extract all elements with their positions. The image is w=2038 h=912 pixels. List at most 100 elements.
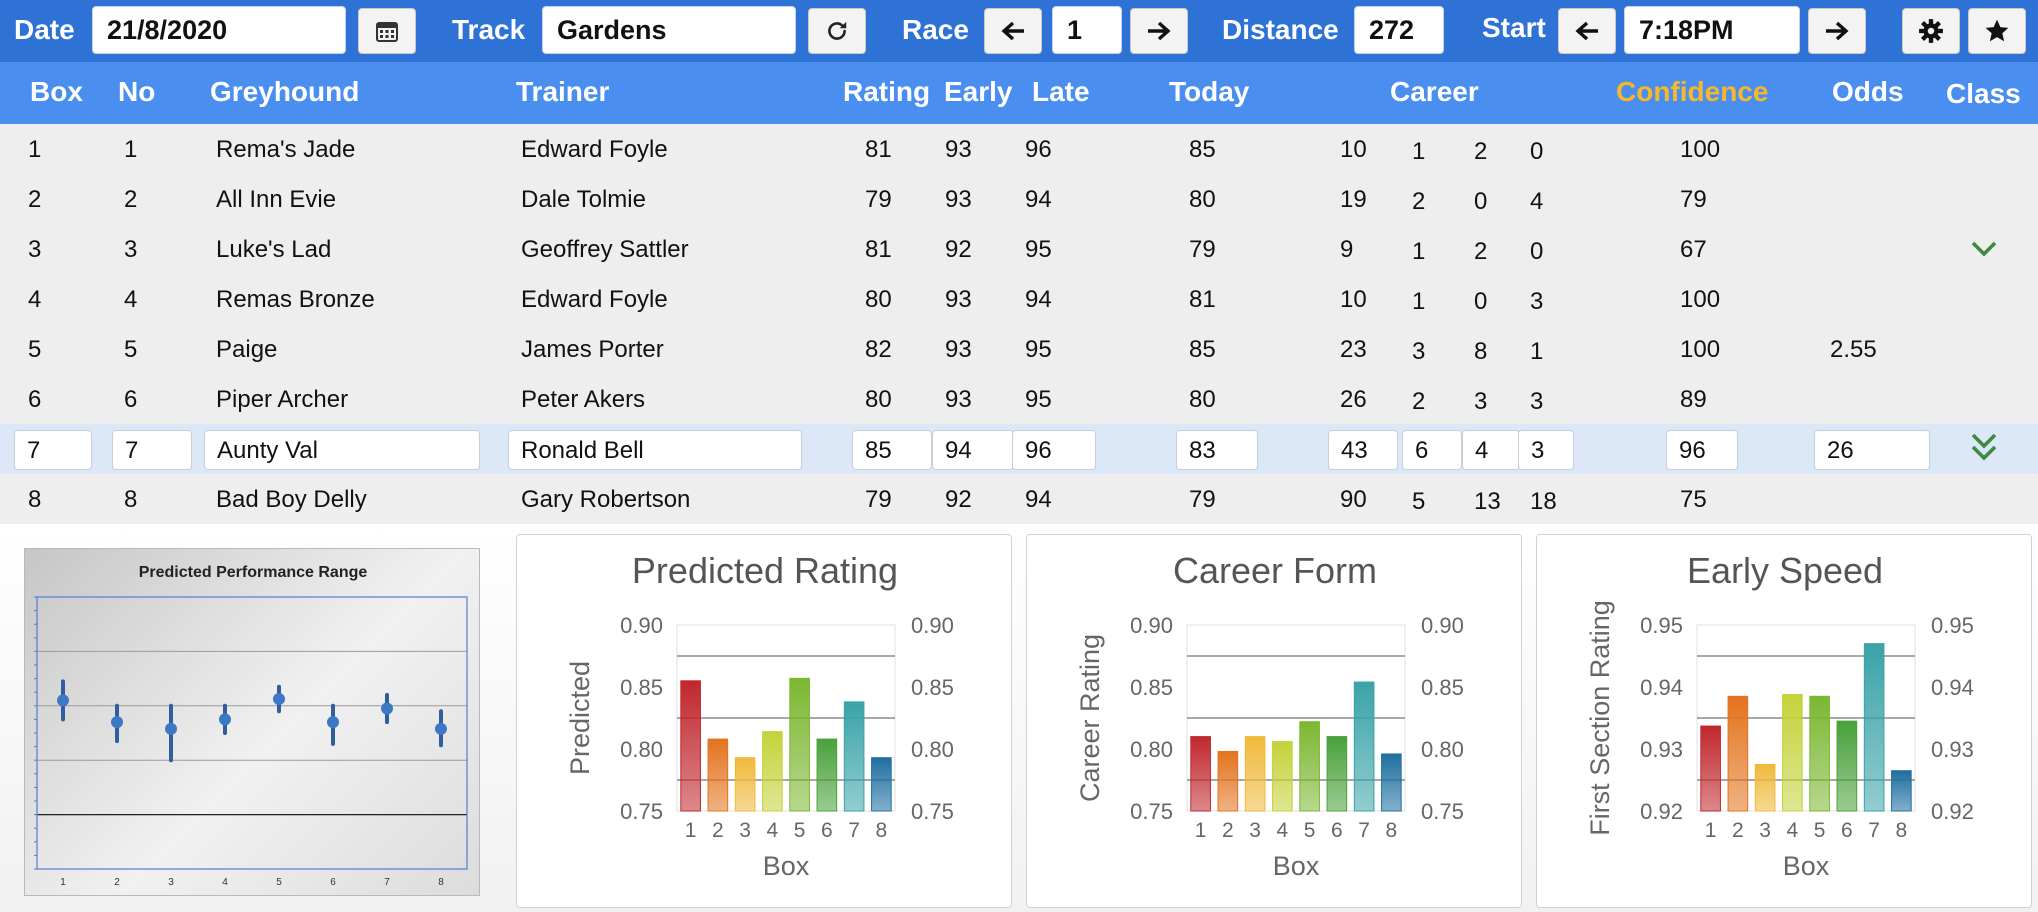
- col-header-career[interactable]: Career: [1390, 76, 1479, 107]
- cell-odds: 2.55: [1830, 336, 1877, 363]
- cell-c3[interactable]: 3: [1518, 430, 1574, 470]
- gear-icon: [1918, 18, 1944, 44]
- race-prev-button[interactable]: [984, 8, 1042, 54]
- cell-late[interactable]: 96: [1012, 430, 1096, 470]
- col-header-today[interactable]: Today: [1169, 76, 1250, 107]
- col-header-greyhound[interactable]: Greyhound: [210, 76, 360, 107]
- cell-confidence: 100: [1680, 336, 1721, 363]
- cell-confidence: 89: [1680, 386, 1707, 413]
- cell-box[interactable]: 7: [14, 430, 92, 470]
- x-tick-label: 3: [739, 819, 751, 842]
- table-row[interactable]: 2 2 All Inn Evie Dale Tolmie 79 93 94 80 19 2 0 4 79: [0, 174, 2038, 224]
- performance-range-plot: Predicted Performance Range 1 2 3 4 5 6 7 8: [34, 564, 468, 888]
- cell-c2[interactable]: 4: [1462, 430, 1520, 470]
- bar: [1272, 741, 1293, 812]
- double-chevron-down-icon: [1970, 432, 1998, 469]
- y2-tick-label: 0.80: [911, 737, 954, 762]
- start-time-field[interactable]: 7:18PM: [1624, 6, 1800, 54]
- cell-box: 2: [28, 186, 42, 213]
- race-next-button[interactable]: [1130, 8, 1188, 54]
- chevron-down-icon: [1970, 238, 1998, 265]
- x-tick-label: 1: [1195, 819, 1207, 842]
- cell-c1[interactable]: 6: [1402, 430, 1462, 470]
- x-tick-label: 4: [1787, 819, 1799, 842]
- x-tick-label: 8: [1896, 819, 1908, 842]
- toolbar: Date 21/8/2020 Track Gardens Race 1 Dist…: [0, 0, 2038, 62]
- cell-no[interactable]: 7: [112, 430, 192, 470]
- y-tick-label: 0.80: [620, 737, 663, 762]
- cell-c1: 1: [1412, 138, 1426, 165]
- bar: [1217, 750, 1239, 812]
- table-row[interactable]: 5 5 Paige James Porter 82 93 95 85 23 3 8 1 100 2.55: [0, 324, 2038, 374]
- col-header-rating[interactable]: Rating: [843, 76, 931, 107]
- y2-tick-label: 0.80: [1421, 737, 1464, 762]
- date-field[interactable]: 21/8/2020: [92, 6, 346, 54]
- cell-c2: 13: [1474, 488, 1501, 515]
- y2-tick-label: 0.95: [1931, 613, 1974, 638]
- x-tick-label: 6: [821, 819, 833, 842]
- cell-greyhound[interactable]: Aunty Val: [204, 430, 480, 470]
- x-axis-label: Box: [763, 851, 810, 881]
- cell-starts[interactable]: 43: [1328, 430, 1398, 470]
- cell-box: 6: [28, 386, 42, 413]
- arrow-left-icon: [1574, 20, 1600, 42]
- race-field[interactable]: 1: [1052, 6, 1122, 54]
- col-header-class[interactable]: Class: [1946, 78, 2021, 109]
- bar: [707, 738, 729, 812]
- cell-confidence[interactable]: 96: [1666, 430, 1738, 470]
- cell-today[interactable]: 83: [1176, 430, 1258, 470]
- col-header-confidence[interactable]: Confidence: [1616, 76, 1769, 107]
- x-tick-label: 1: [1705, 819, 1717, 842]
- arrow-left-icon: [1000, 20, 1026, 42]
- cell-trainer: Edward Foyle: [521, 136, 668, 163]
- cell-c1: 1: [1412, 288, 1426, 315]
- start-next-button[interactable]: [1808, 8, 1866, 54]
- start-prev-button[interactable]: [1558, 8, 1616, 54]
- cell-early[interactable]: 94: [932, 430, 1014, 470]
- y2-tick-label: 0.75: [1421, 799, 1464, 824]
- performance-range-chart: Predicted Performance Range 1 2 3 4 5 6 7 8: [24, 548, 480, 896]
- col-header-box[interactable]: Box: [30, 76, 83, 107]
- early-speed-panel: Early Speed 0.95 0.95 0.94 0.94 0.93 0.93 0.92 0…: [1536, 534, 2032, 908]
- cell-c3: 3: [1530, 388, 1544, 415]
- cell-odds[interactable]: 26: [1814, 430, 1930, 470]
- favorite-button[interactable]: [1968, 8, 2026, 54]
- refresh-button[interactable]: [808, 8, 866, 54]
- cell-greyhound: Piper Archer: [216, 386, 349, 413]
- cell-rating: 79: [865, 186, 892, 213]
- x-tick-label: 4: [767, 819, 779, 842]
- table-row[interactable]: 8 8 Bad Boy Delly Gary Robertson 79 92 94 79 90 5…: [0, 474, 2038, 524]
- cell-early: 93: [945, 336, 972, 363]
- cell-greyhound: Paige: [216, 336, 278, 363]
- table-row[interactable]: 4 4 Remas Bronze Edward Foyle 80 93 94 81 10 1 0 3 1…: [0, 274, 2038, 324]
- settings-button[interactable]: [1902, 8, 1960, 54]
- cell-c2: 0: [1474, 288, 1488, 315]
- col-header-late[interactable]: Late: [1032, 76, 1090, 107]
- table-row[interactable]: 7 7 Aunty Val Ronald Bell 85 94 96 83 43 6 4 3 96 26: [0, 424, 2038, 474]
- col-header-trainer[interactable]: Trainer: [516, 76, 610, 107]
- y-tick-label: 0.95: [1640, 613, 1683, 638]
- cell-rating: 79: [865, 486, 892, 513]
- track-field[interactable]: Gardens: [542, 6, 796, 54]
- distance-field[interactable]: 272: [1354, 6, 1444, 54]
- cell-trainer: Geoffrey Sattler: [521, 236, 689, 263]
- cell-late: 94: [1025, 286, 1052, 313]
- x-tick-label: 5: [1814, 819, 1826, 842]
- table-row[interactable]: 6 6 Piper Archer Peter Akers 80 93 95 80 26 2 3 3 89: [0, 374, 2038, 424]
- col-header-odds[interactable]: Odds: [1832, 76, 1904, 107]
- cell-trainer[interactable]: Ronald Bell: [508, 430, 802, 470]
- cell-rating[interactable]: 85: [852, 430, 932, 470]
- bar: [1836, 720, 1858, 812]
- table-row[interactable]: 3 3 Luke's Lad Geoffrey Sattler 81 92 95 79 9 1 2 0…: [0, 224, 2038, 274]
- cell-today: 80: [1189, 186, 1216, 213]
- col-header-early[interactable]: Early: [944, 76, 1013, 107]
- calendar-button[interactable]: [358, 8, 416, 54]
- cell-greyhound: Rema's Jade: [216, 136, 356, 163]
- y2-tick-label: 0.93: [1931, 737, 1974, 762]
- col-header-no[interactable]: No: [118, 76, 156, 107]
- cell-trainer: Edward Foyle: [521, 286, 668, 313]
- table-row[interactable]: 1 1 Rema's Jade Edward Foyle 81 93 96 85 10 1 2 0 10…: [0, 124, 2038, 174]
- cell-no: 1: [124, 136, 138, 163]
- range-point: [111, 716, 123, 729]
